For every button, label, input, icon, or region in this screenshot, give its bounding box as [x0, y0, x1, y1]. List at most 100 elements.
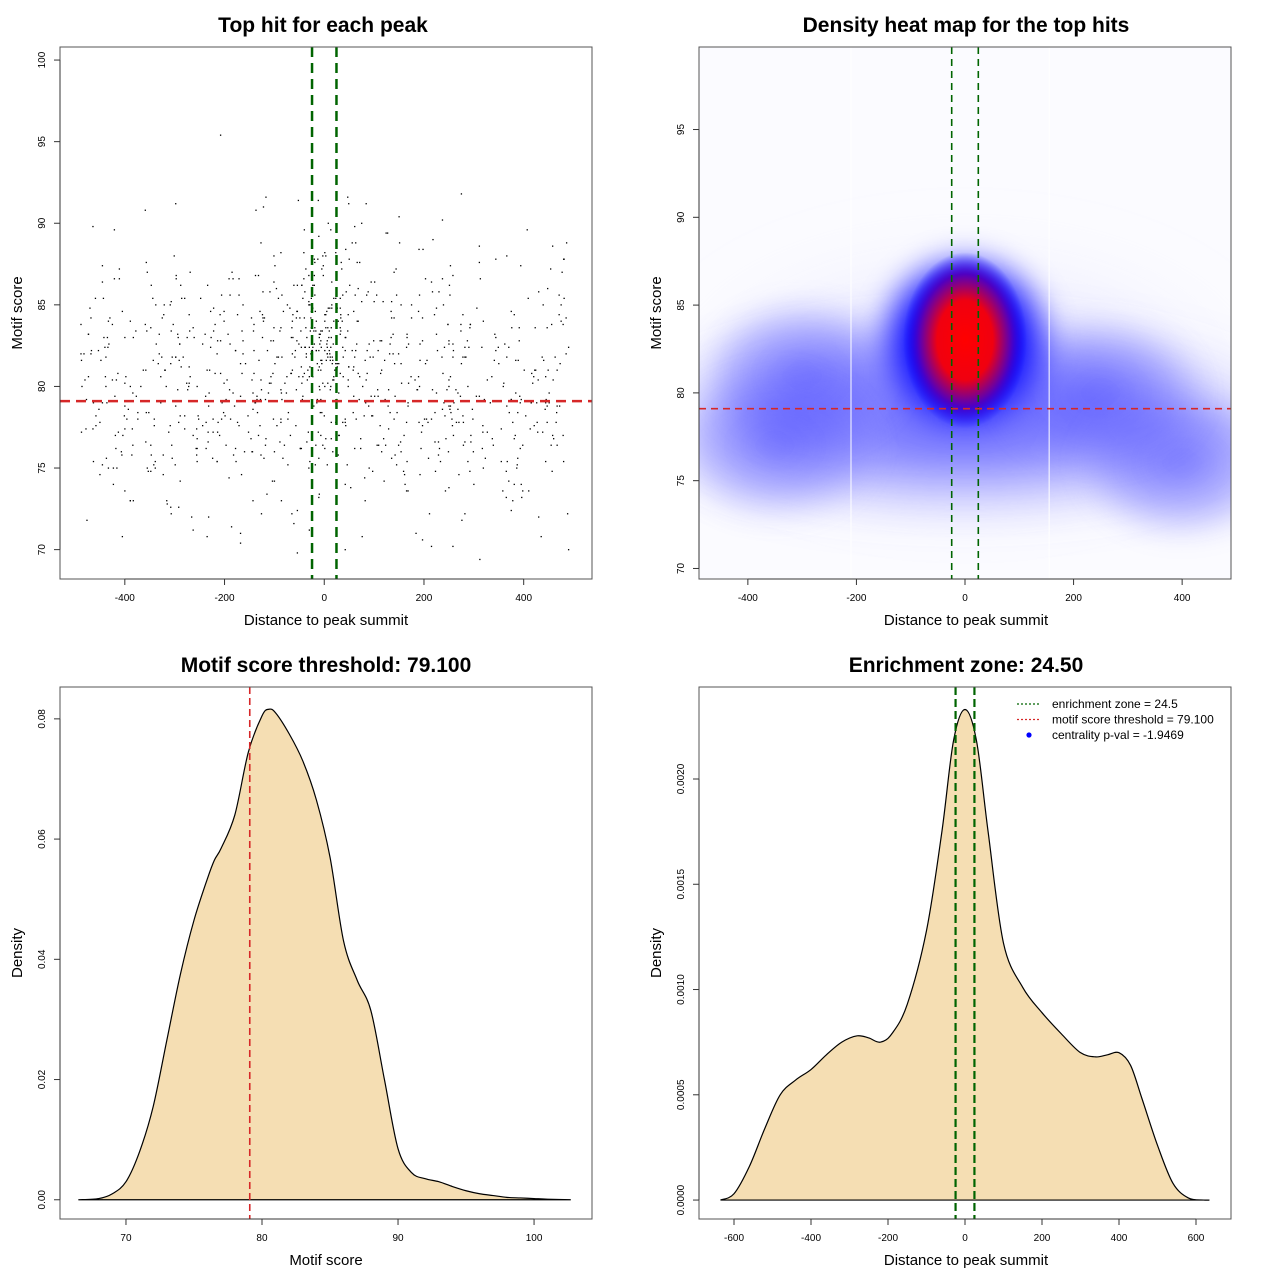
- scatter-point: [389, 343, 391, 345]
- y-tick-label: 0.0015: [676, 869, 687, 900]
- scatter-point: [212, 418, 214, 420]
- scatter-point: [314, 327, 316, 329]
- y-tick-label: 90: [37, 217, 48, 229]
- scatter-point: [114, 395, 116, 397]
- scatter-point: [437, 454, 440, 456]
- scatter-point: [101, 265, 104, 267]
- density-curve: [78, 708, 571, 1201]
- heat-peak-red: [903, 252, 1027, 429]
- scatter-point: [383, 480, 385, 482]
- scatter-point: [291, 369, 294, 371]
- scatter-point: [486, 431, 488, 433]
- scatter-point: [107, 320, 110, 322]
- scatter-point: [239, 395, 242, 397]
- scatter-point: [356, 261, 358, 264]
- scatter-point: [378, 444, 380, 446]
- scatter-point: [336, 362, 338, 365]
- scatter-point: [519, 447, 521, 450]
- scatter-point: [339, 372, 341, 375]
- scatter-point: [115, 379, 118, 381]
- scatter-point: [301, 382, 303, 384]
- scatter-point: [104, 346, 106, 348]
- scatter-point: [90, 353, 92, 355]
- scatter-point: [137, 411, 139, 414]
- scatter-point: [354, 225, 356, 228]
- scatter-point: [276, 425, 278, 427]
- scatter-point: [280, 389, 282, 391]
- scatter-point: [438, 291, 440, 293]
- scatter-point: [252, 330, 255, 332]
- scatter-point: [545, 398, 547, 401]
- scatter-point: [421, 340, 424, 342]
- scatter-point: [505, 470, 507, 472]
- scatter-point: [449, 405, 452, 407]
- scatter-point: [150, 284, 152, 286]
- scatter-point: [320, 434, 322, 437]
- scatter-point: [344, 349, 346, 352]
- x-tick-label: 80: [256, 1233, 268, 1244]
- scatter-point: [192, 529, 194, 531]
- scatter-point: [105, 457, 108, 459]
- scatter-point: [449, 294, 451, 296]
- scatter-point: [106, 402, 108, 404]
- scatter-point: [393, 362, 396, 365]
- scatter-point: [407, 490, 409, 492]
- scatter-point: [510, 398, 512, 401]
- scatter-point: [330, 438, 332, 440]
- scatter-point: [443, 346, 446, 348]
- scatter-point: [527, 297, 529, 300]
- scatter-point: [83, 353, 85, 355]
- scatter-point: [400, 304, 402, 306]
- scatter-point: [327, 222, 329, 224]
- scatter-point: [330, 229, 332, 231]
- scatter-point: [296, 284, 299, 286]
- scatter-point: [239, 532, 242, 535]
- scatter-point: [291, 513, 293, 515]
- scatter-point: [475, 395, 478, 397]
- scatter-point: [505, 496, 507, 499]
- scatter-point: [324, 320, 326, 322]
- scatter-point: [216, 431, 219, 433]
- scatter-point: [329, 353, 331, 355]
- scatter-point: [256, 395, 258, 397]
- scatter-point: [400, 451, 402, 453]
- scatter-point: [232, 278, 234, 280]
- scatter-point: [232, 392, 234, 394]
- density-fill: [78, 709, 571, 1200]
- scatter-point: [317, 431, 319, 433]
- scatter-point: [229, 294, 231, 296]
- scatter-point: [175, 278, 177, 280]
- scatter-point: [90, 349, 93, 352]
- scatter-point: [114, 434, 117, 437]
- scatter-point: [452, 356, 454, 358]
- scatter-point: [560, 320, 562, 322]
- scatter-point: [435, 307, 438, 309]
- scatter-point: [179, 343, 181, 345]
- scatter-point: [342, 294, 344, 296]
- scatter-point: [325, 255, 327, 257]
- scatter-point: [214, 323, 216, 326]
- scatter-point: [286, 376, 288, 378]
- scatter-point: [322, 382, 324, 384]
- scatter-point: [150, 454, 152, 456]
- scatter-point: [308, 529, 310, 531]
- scatter-point: [260, 242, 262, 244]
- scatter-point: [420, 447, 422, 450]
- scatter-point: [344, 421, 346, 424]
- scatter-point: [273, 281, 275, 283]
- scatter-point: [386, 232, 389, 234]
- scatter-point: [121, 454, 123, 456]
- scatter-point: [241, 330, 243, 332]
- scatter-point: [107, 346, 109, 348]
- scatter-point: [222, 411, 225, 414]
- x-tick-label: 200: [416, 593, 433, 604]
- scatter-point: [126, 418, 128, 420]
- score-density-title: Motif score threshold: 79.100: [181, 654, 472, 677]
- scatter-point: [417, 310, 420, 313]
- scatter-point: [462, 415, 464, 417]
- scatter-point: [323, 415, 325, 417]
- scatter-point: [316, 362, 318, 365]
- scatter-point: [340, 330, 342, 332]
- scatter-point: [516, 467, 518, 469]
- scatter-point: [155, 343, 157, 345]
